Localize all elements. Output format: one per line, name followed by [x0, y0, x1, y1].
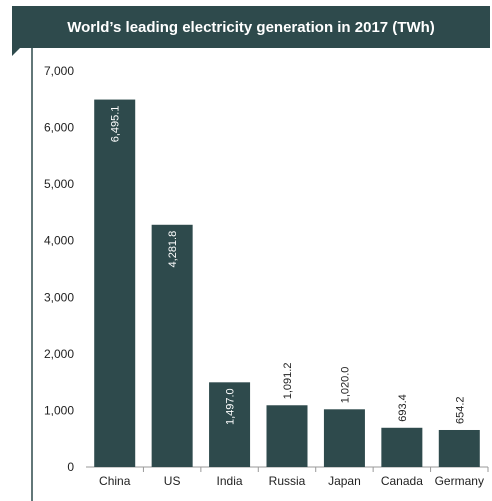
bar	[381, 427, 423, 467]
x-category-label: Germany	[435, 474, 484, 488]
y-tick-label: 3,000	[44, 290, 74, 304]
data-label: 1,497.0	[225, 388, 237, 425]
x-category-label: India	[217, 474, 243, 488]
y-tick-label: 0	[67, 460, 74, 474]
data-label: 1,020.0	[339, 367, 351, 404]
bar	[209, 382, 251, 467]
data-label: 6,495.1	[110, 106, 122, 143]
data-label: 654.2	[454, 396, 466, 424]
y-tick-label: 2,000	[44, 347, 74, 361]
bar	[438, 429, 480, 467]
bar	[266, 405, 308, 467]
x-category-label: US	[164, 474, 181, 488]
x-category-label: Japan	[328, 474, 361, 488]
data-label: 4,281.8	[167, 231, 179, 268]
y-tick-label: 1,000	[44, 403, 74, 417]
chart-title: World’s leading electricity generation i…	[12, 6, 490, 56]
y-tick-label: 7,000	[44, 64, 74, 78]
data-label: 1,091.2	[282, 363, 294, 400]
x-category-label: China	[99, 474, 131, 488]
x-category-label: Canada	[381, 474, 423, 488]
y-tick-label: 4,000	[44, 234, 74, 248]
x-category-label: Russia	[269, 474, 306, 488]
y-tick-label: 5,000	[44, 177, 74, 191]
y-tick-label: 6,000	[44, 121, 74, 135]
data-label: 693.4	[397, 394, 409, 422]
bar	[323, 409, 365, 467]
bar	[94, 99, 136, 467]
bar	[151, 224, 193, 467]
